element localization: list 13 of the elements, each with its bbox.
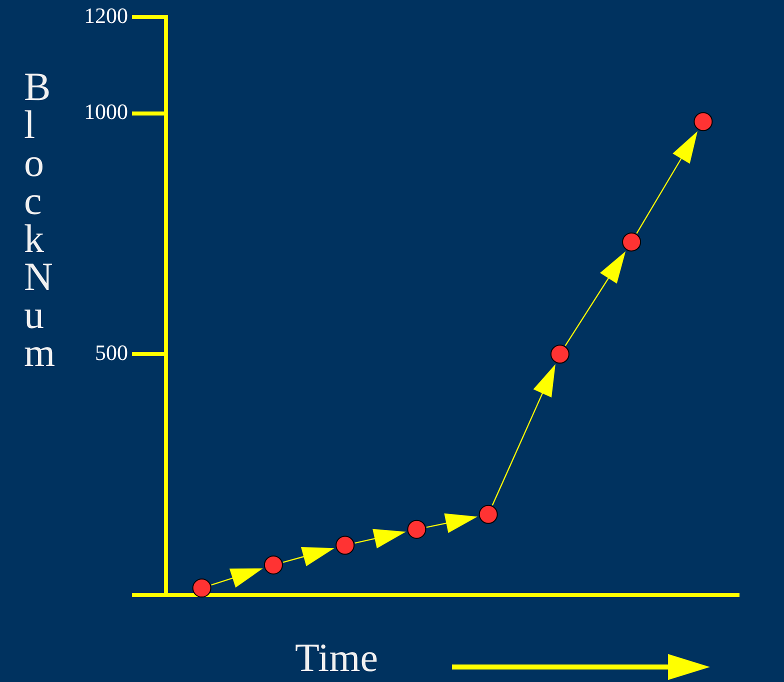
point [336, 536, 355, 555]
point [264, 555, 283, 574]
point [192, 578, 212, 598]
point [550, 344, 570, 364]
point [407, 520, 426, 539]
point [478, 504, 498, 524]
y-tick-label: 500 [95, 340, 128, 365]
point [694, 112, 713, 132]
x-axis-title: Time [295, 635, 378, 680]
y-tick-label: 1200 [84, 2, 128, 28]
y-axis-title: Block Num [24, 64, 56, 375]
point [622, 232, 642, 252]
y-tick-label: 1000 [84, 99, 128, 124]
